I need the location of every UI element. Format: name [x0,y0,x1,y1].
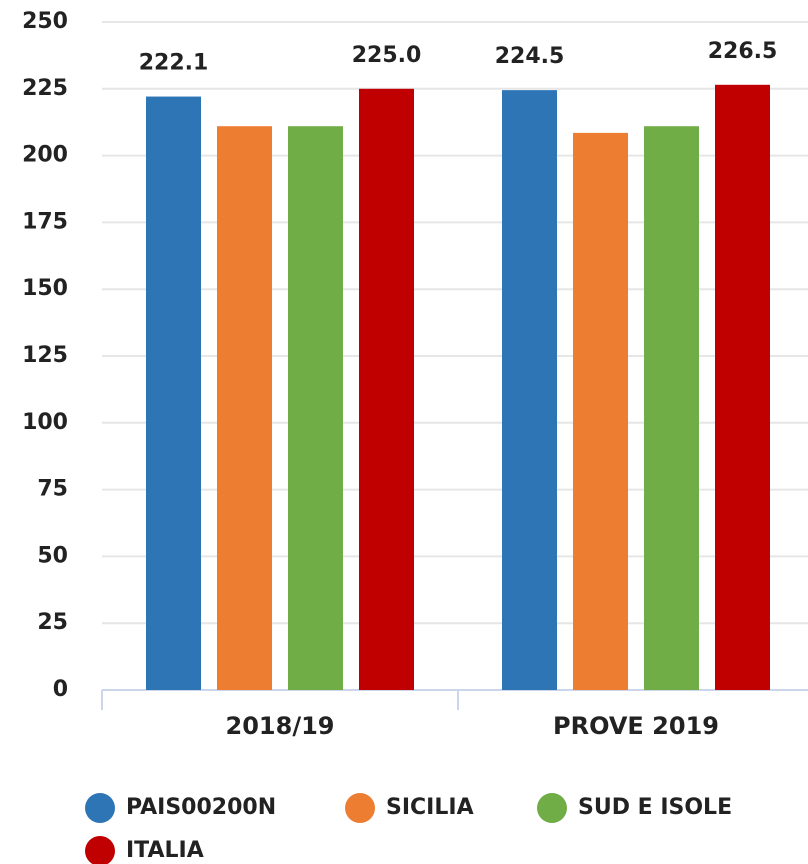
x-tick-label: PROVE 2019 [553,712,719,740]
legend-marker [85,793,115,823]
bar [644,126,699,690]
legend-label: PAIS00200N [126,795,276,820]
legend-label: SICILIA [386,795,474,820]
legend-marker [85,836,115,864]
y-tick-label: 175 [22,209,68,234]
y-tick-label: 150 [22,276,68,301]
data-label: 226.5 [708,39,778,64]
legend-marker [537,793,567,823]
y-tick-label: 75 [37,477,68,502]
bar [146,96,201,690]
data-label: 225.0 [352,43,422,68]
y-tick-label: 250 [22,9,68,34]
x-tick-label: 2018/19 [226,712,335,740]
bar [502,90,557,691]
data-label: 224.5 [495,44,565,69]
bar [573,132,628,690]
y-tick-label: 225 [22,76,68,101]
y-tick-label: 0 [53,677,68,702]
legend-label: ITALIA [126,838,204,863]
y-tick-label: 100 [22,410,68,435]
data-label: 222.1 [139,51,209,76]
y-tick-label: 50 [37,543,68,568]
y-tick-label: 200 [22,143,68,168]
bar [715,84,770,691]
bar [217,126,272,690]
bar [288,126,343,690]
legend-marker [345,793,375,823]
y-tick-label: 125 [22,343,68,368]
bar [359,88,414,691]
legend-label: SUD E ISOLE [578,795,732,820]
y-tick-label: 25 [37,610,68,635]
